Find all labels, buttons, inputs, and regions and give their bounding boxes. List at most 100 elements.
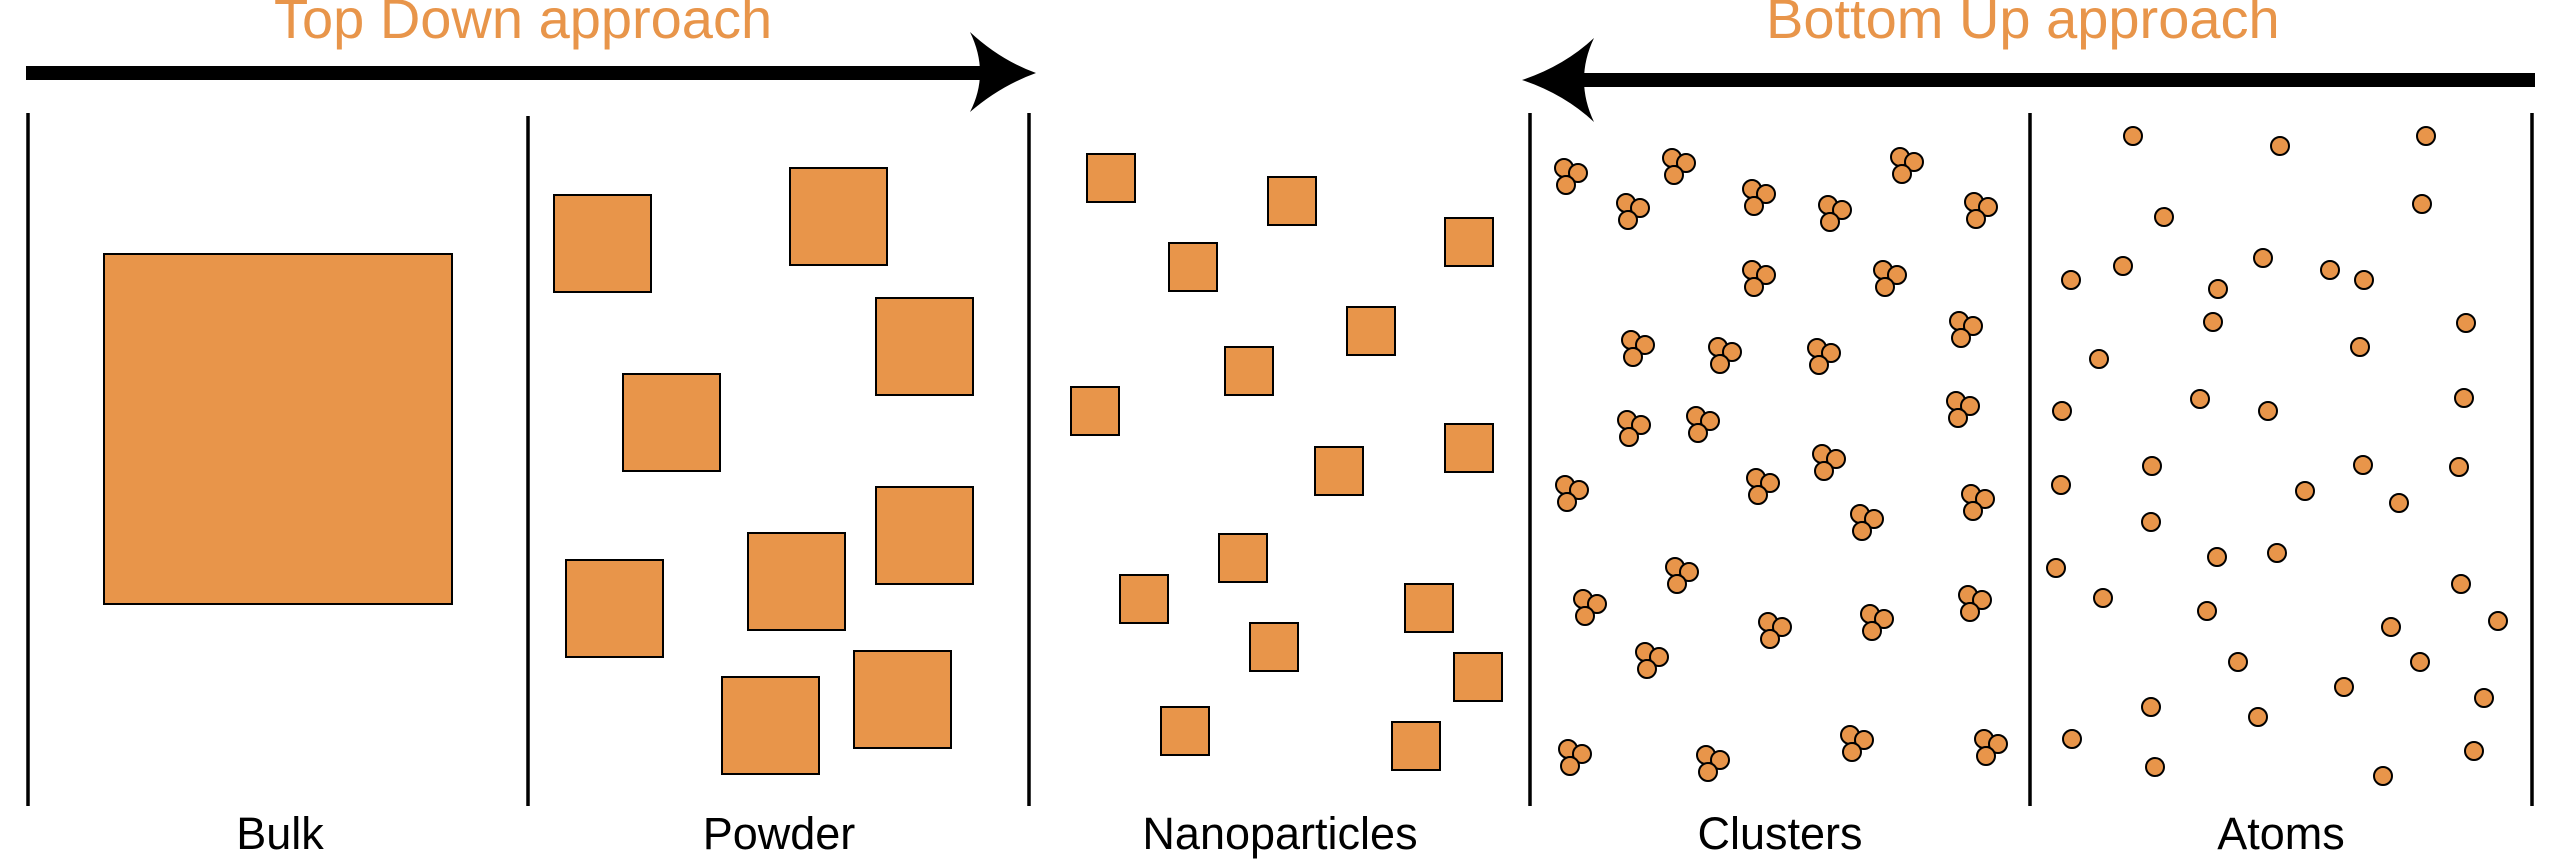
cluster	[1818, 195, 1852, 232]
atom	[2123, 126, 2143, 146]
cluster-atom	[1988, 734, 2008, 754]
atom	[2267, 543, 2287, 563]
atom	[2258, 401, 2278, 421]
cluster-atom	[1637, 659, 1657, 679]
powder-particle	[553, 194, 652, 293]
cluster-atom	[1975, 489, 1995, 509]
cluster	[1949, 311, 1983, 348]
cluster-atom	[1679, 562, 1699, 582]
cluster-atom	[1852, 521, 1872, 541]
cluster	[1746, 468, 1780, 505]
powder-particles	[553, 167, 974, 775]
cluster-atom	[1864, 509, 1884, 529]
atom	[2454, 388, 2474, 408]
nanoparticle-square	[1070, 386, 1120, 436]
nanoparticle-square	[1249, 622, 1299, 672]
cluster	[1964, 192, 1998, 229]
cluster-atom	[1972, 590, 1992, 610]
cluster	[1635, 642, 1669, 679]
nanoparticle-square	[1218, 533, 1268, 583]
powder-particle	[875, 297, 974, 396]
atom	[2248, 707, 2268, 727]
cluster	[1617, 410, 1651, 447]
cluster-atom	[1744, 196, 1764, 216]
nanoparticle-square	[1168, 242, 1218, 292]
cluster-atom	[1826, 449, 1846, 469]
panel-label-powder: Powder	[702, 808, 856, 859]
atom	[2089, 349, 2109, 369]
cluster	[1890, 147, 1924, 184]
cluster-particles	[1554, 147, 2008, 782]
cluster	[1665, 557, 1699, 594]
atom	[2451, 574, 2471, 594]
atom	[2208, 279, 2228, 299]
atom	[2389, 493, 2409, 513]
cluster	[1742, 260, 1776, 297]
atom	[2145, 757, 2165, 777]
atom	[2410, 652, 2430, 672]
cluster-atom	[1842, 742, 1862, 762]
atom	[2051, 475, 2071, 495]
cluster-atom	[1572, 744, 1592, 764]
atom	[2141, 512, 2161, 532]
cluster-atom	[1569, 480, 1589, 500]
top-down-title: Top Down approach	[274, 0, 773, 50]
cluster	[1873, 260, 1907, 297]
cluster-atom	[1963, 316, 1983, 336]
atom	[2046, 558, 2066, 578]
cluster-atom	[1557, 492, 1577, 512]
cluster-atom	[1862, 621, 1882, 641]
cluster-atom	[1892, 164, 1912, 184]
atom	[2320, 260, 2340, 280]
cluster-atom	[1960, 602, 1980, 622]
cluster-atom	[1587, 594, 1607, 614]
cluster	[1812, 444, 1846, 481]
cluster-atom	[1875, 277, 1895, 297]
powder-particle	[565, 559, 664, 658]
cluster-atom	[1963, 501, 1983, 521]
atom	[2141, 697, 2161, 717]
atom	[2190, 389, 2210, 409]
cluster-atom	[1698, 762, 1718, 782]
nanoparticle-squares	[1070, 153, 1503, 771]
nanoparticle-square	[1224, 346, 1274, 396]
cluster-atom	[1575, 606, 1595, 626]
atom	[2052, 401, 2072, 421]
cluster-atom	[1832, 200, 1852, 220]
powder-particle	[875, 486, 974, 585]
atom-particles	[2046, 126, 2508, 786]
cluster-atom	[1760, 473, 1780, 493]
panel-label-bulk: Bulk	[236, 808, 324, 859]
cluster-atom	[1700, 411, 1720, 431]
atom	[2154, 207, 2174, 227]
left-arrow-icon	[1522, 38, 2535, 122]
atom	[2295, 481, 2315, 501]
cluster-atom	[1568, 163, 1588, 183]
cluster-atom	[1664, 165, 1684, 185]
atom	[2061, 270, 2081, 290]
atom	[2373, 766, 2393, 786]
cluster-atom	[1630, 198, 1650, 218]
cluster-atom	[1667, 574, 1687, 594]
cluster-atom	[1623, 347, 1643, 367]
atom	[2203, 312, 2223, 332]
atom	[2334, 677, 2354, 697]
cluster	[1958, 585, 1992, 622]
cluster-atom	[1960, 396, 1980, 416]
atom	[2197, 601, 2217, 621]
cluster	[1961, 484, 1995, 521]
cluster-atom	[1874, 609, 1894, 629]
atom	[2381, 617, 2401, 637]
atom	[2456, 313, 2476, 333]
cluster-atom	[1710, 750, 1730, 770]
atom	[2474, 688, 2494, 708]
cluster-atom	[1676, 153, 1696, 173]
cluster-atom	[1756, 265, 1776, 285]
cluster	[1946, 391, 1980, 428]
cluster	[1708, 337, 1742, 374]
cluster	[1573, 589, 1607, 626]
cluster	[1558, 739, 1592, 776]
cluster	[1742, 179, 1776, 216]
atom	[2207, 547, 2227, 567]
